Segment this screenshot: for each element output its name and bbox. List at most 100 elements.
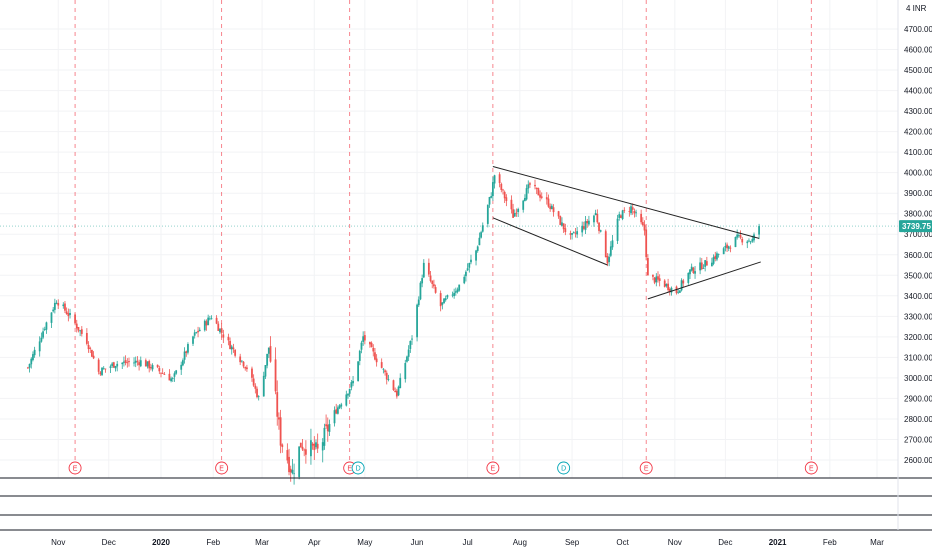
candle-body <box>690 266 693 271</box>
candle-body <box>640 213 643 223</box>
candle-body <box>315 442 317 448</box>
candle-body <box>345 394 348 406</box>
candle-body <box>109 366 112 368</box>
candle-body <box>557 211 560 217</box>
candle-body <box>311 443 314 446</box>
candle-body <box>734 237 737 248</box>
candle-body <box>545 197 548 200</box>
earnings-marker[interactable]: E <box>215 461 229 475</box>
time-axis: Nov Dec 2020 Feb Mar Apr May Jun Jul Aug Sep Oct Nov… <box>51 538 884 547</box>
candle-body <box>416 304 418 338</box>
candle-body <box>357 361 360 382</box>
candle-body <box>406 356 408 362</box>
candle-body <box>712 257 715 264</box>
candle-body <box>112 362 115 368</box>
candle-body <box>431 280 434 284</box>
candle-body <box>488 196 491 205</box>
time-tick-label: Nov <box>51 538 65 547</box>
price-tick-label: 4400.00 <box>904 87 932 96</box>
candle-body <box>89 347 92 349</box>
candle-body <box>45 322 48 330</box>
candle-body <box>293 473 295 475</box>
candle-body <box>572 232 575 233</box>
candle-body <box>91 349 93 357</box>
candle-body <box>146 361 149 367</box>
candle-body <box>667 283 669 290</box>
candle-body <box>175 370 178 374</box>
earnings-marker-circle <box>639 461 653 475</box>
candle-body <box>422 262 425 278</box>
earnings-marker[interactable]: E <box>639 461 653 475</box>
candle-body <box>653 277 656 283</box>
candle-body <box>148 360 151 369</box>
candle-body <box>335 409 338 414</box>
dividend-marker-label: D <box>356 466 361 473</box>
candle-body <box>652 274 654 277</box>
candle-body <box>475 250 477 261</box>
candle-body <box>606 256 609 264</box>
candle-body <box>584 221 587 230</box>
price-tick-label: 4200.00 <box>904 128 932 137</box>
earnings-marker[interactable]: E <box>486 461 500 475</box>
candle-body <box>266 353 269 366</box>
candle-body <box>138 362 140 366</box>
price-tick-label: 4500.00 <box>904 66 932 75</box>
candle-body <box>513 213 516 217</box>
candle-body <box>323 427 326 446</box>
time-tick-label: Nov <box>668 538 682 547</box>
candle-body <box>185 351 188 353</box>
candle-body <box>28 363 31 368</box>
candle-body <box>116 363 119 367</box>
candle-body <box>239 356 242 363</box>
candle-body <box>163 374 166 375</box>
candle-body <box>717 253 720 255</box>
candle-body <box>463 276 466 284</box>
candle-body <box>722 248 725 255</box>
candle-body <box>655 276 658 283</box>
candle-body <box>43 329 46 330</box>
candle-body <box>38 341 41 352</box>
candle-body <box>705 261 708 266</box>
candle-body <box>493 175 496 184</box>
candle-body <box>726 244 728 249</box>
candle-body <box>57 303 60 306</box>
candle-body <box>168 373 171 381</box>
candle-body <box>262 375 265 397</box>
candle-body <box>621 210 624 220</box>
earnings-marker-circle <box>68 461 82 475</box>
dividend-marker[interactable]: D <box>557 461 571 475</box>
earnings-marker[interactable]: E <box>804 461 818 475</box>
candle-body <box>362 336 365 342</box>
candle-body <box>79 330 82 332</box>
dividend-marker-label: D <box>561 466 566 473</box>
candle-body <box>67 313 70 317</box>
candle-body <box>99 372 102 375</box>
candle-body <box>417 299 420 306</box>
candle-body <box>340 404 343 407</box>
candle-body <box>736 234 739 238</box>
candle-body <box>126 362 129 364</box>
earnings-marker[interactable]: E <box>68 461 82 475</box>
dividend-marker[interactable]: D <box>351 461 365 475</box>
candle-body <box>539 194 541 198</box>
candle-body <box>160 372 162 374</box>
candlestick-series <box>27 172 760 485</box>
candle-body <box>665 284 668 286</box>
candle-body <box>104 368 107 370</box>
earnings-marker-label: E <box>644 466 649 473</box>
candle-body <box>326 424 329 432</box>
candle-body <box>64 303 66 311</box>
price-tick-label: 3300.00 <box>904 312 932 321</box>
candle-body <box>581 225 584 233</box>
candle-body <box>443 298 445 304</box>
candle-body <box>409 340 412 349</box>
candle-body <box>550 205 553 210</box>
candle-body <box>299 442 302 448</box>
price-tick-label: 2600.00 <box>904 456 932 465</box>
candle-body <box>561 222 563 226</box>
candle-body <box>596 213 599 223</box>
candle-body <box>220 328 223 333</box>
candle-body <box>350 382 353 388</box>
